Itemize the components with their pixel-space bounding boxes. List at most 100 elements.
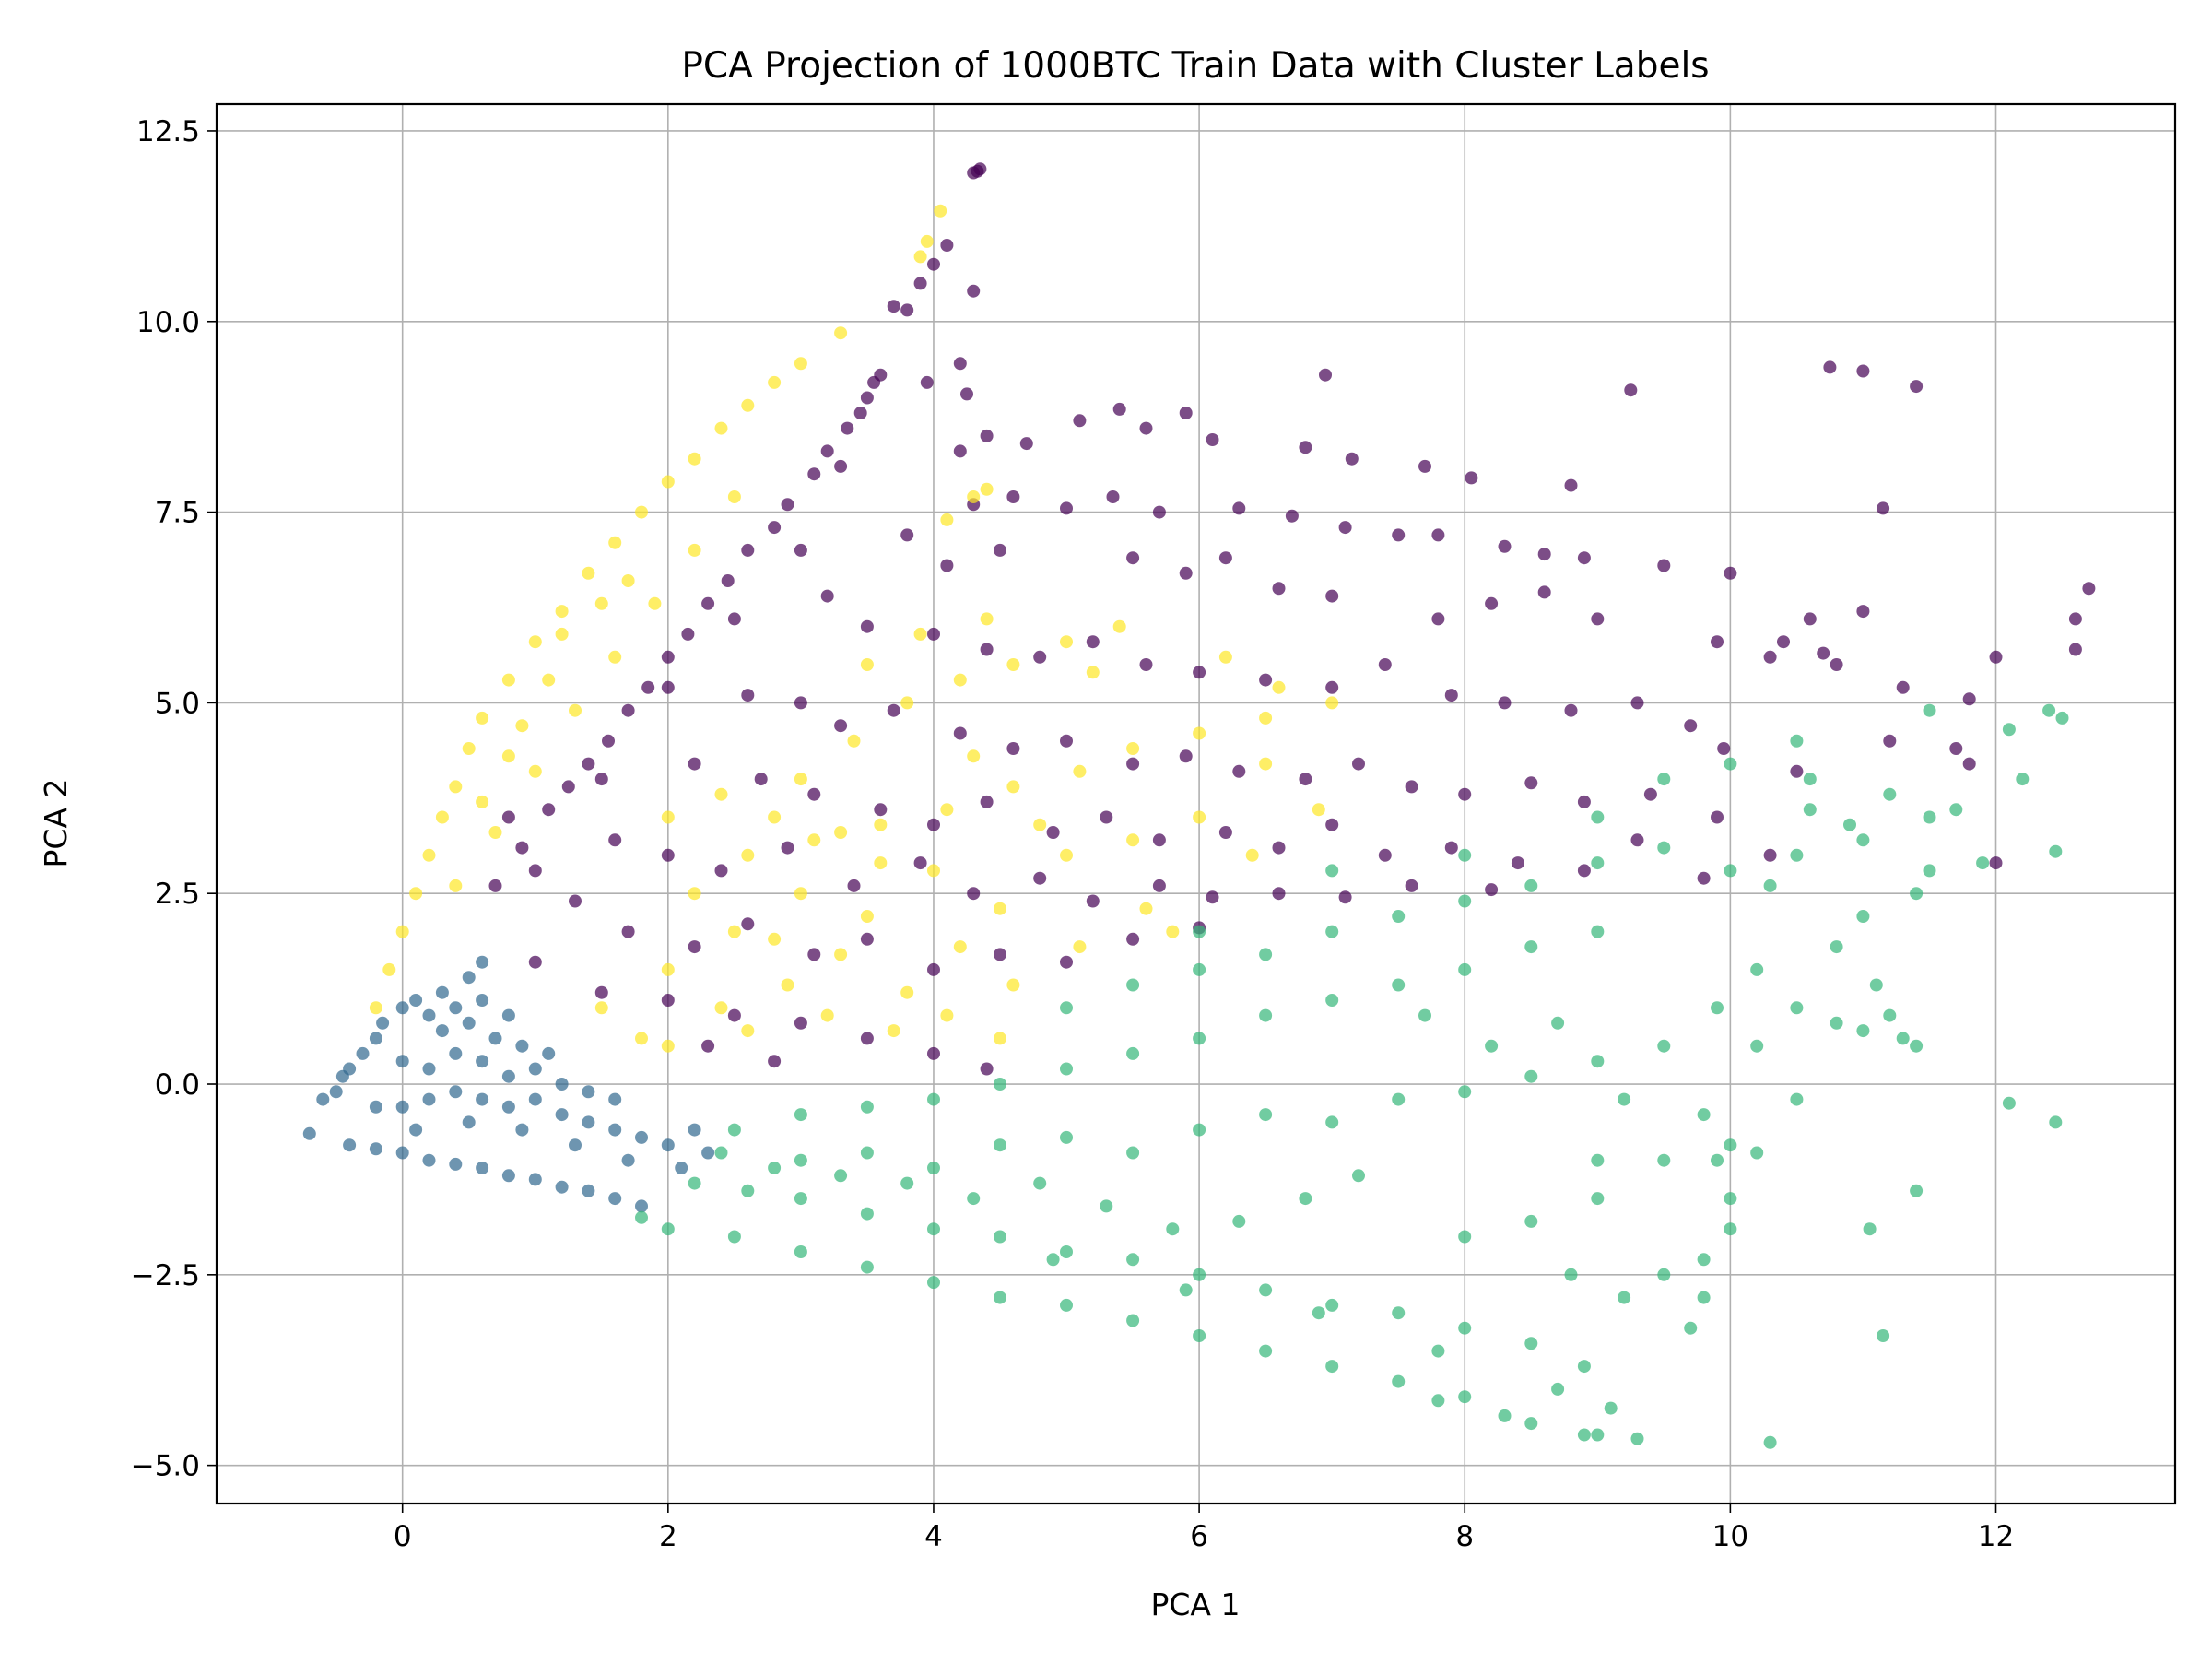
cluster-2-point (1126, 1046, 1140, 1060)
cluster-3-point (927, 864, 940, 878)
cluster-0-point (1106, 490, 1120, 503)
cluster-3-point (688, 887, 701, 901)
cluster-1-point (449, 1157, 463, 1171)
cluster-3-point (768, 810, 782, 824)
cluster-0-point (741, 543, 755, 557)
cluster-2-point (1618, 1092, 1631, 1106)
cluster-0-point (1577, 864, 1591, 878)
cluster-3-point (661, 475, 675, 489)
cluster-3-point (608, 536, 622, 549)
cluster-2-point (1299, 1192, 1312, 1206)
cluster-0-point (2068, 643, 2082, 656)
cluster-2-point (794, 1108, 807, 1122)
cluster-2-point (994, 1230, 1006, 1244)
cluster-3-point (1193, 810, 1206, 824)
cluster-2-point (994, 1078, 1006, 1091)
cluster-0-point (834, 719, 848, 733)
cluster-0-point (1338, 890, 1352, 904)
cluster-2-point (1910, 1184, 1924, 1197)
cluster-0-point (661, 848, 675, 862)
x-tick-label: 8 (1455, 1520, 1474, 1553)
cluster-0-point (900, 303, 914, 317)
cluster-2-point (1232, 1214, 1246, 1228)
cluster-1-point (688, 1123, 701, 1137)
cluster-0-point (768, 521, 782, 535)
cluster-0-point (661, 994, 675, 1007)
cluster-2-point (860, 1207, 874, 1221)
cluster-3-point (449, 780, 463, 794)
cluster-2-point (1883, 787, 1897, 801)
cluster-0-point (834, 459, 848, 473)
cluster-3-point (1006, 658, 1020, 671)
cluster-3-point (476, 795, 489, 808)
cluster-0-point (1405, 879, 1418, 892)
cluster-0-point (927, 1046, 940, 1060)
cluster-0-point (1319, 368, 1332, 382)
cluster-0-point (1711, 810, 1724, 824)
cluster-0-point (582, 757, 595, 771)
cluster-2-point (1591, 1428, 1605, 1442)
cluster-1-point (409, 1123, 423, 1137)
cluster-2-point (1060, 1130, 1073, 1144)
cluster-3-point (768, 932, 782, 946)
cluster-0-point (1352, 757, 1365, 771)
cluster-1-point (501, 1169, 515, 1183)
cluster-0-point (1392, 528, 1406, 542)
cluster-3-point (741, 848, 755, 862)
cluster-3-point (953, 673, 967, 687)
cluster-2-point (1193, 962, 1206, 976)
cluster-0-point (860, 619, 874, 633)
cluster-2-point (1790, 1001, 1804, 1015)
cluster-3-point (1312, 803, 1325, 817)
y-tick-label: 5.0 (155, 687, 200, 720)
cluster-2-point (1591, 1192, 1605, 1206)
cluster-1-point (476, 955, 489, 969)
cluster-0-point (1418, 459, 1431, 473)
cluster-1-point (356, 1046, 370, 1060)
cluster-0-point (1817, 646, 1830, 660)
cluster-2-point (1126, 1253, 1140, 1267)
cluster-3-point (834, 326, 848, 340)
cluster-1-point (409, 994, 423, 1007)
cluster-2-point (1485, 1039, 1499, 1053)
cluster-0-point (1232, 764, 1246, 778)
cluster-0-point (741, 917, 755, 931)
cluster-2-point (688, 1176, 701, 1190)
cluster-2-point (1060, 1245, 1073, 1258)
cluster-2-point (2002, 1096, 2016, 1110)
cluster-3-point (980, 612, 994, 626)
cluster-0-point (1724, 566, 1737, 580)
cluster-2-point (1790, 734, 1804, 748)
cluster-2-point (860, 1146, 874, 1160)
cluster-2-point (900, 1176, 914, 1190)
cluster-3-point (1112, 619, 1126, 633)
cluster-3-point (528, 764, 542, 778)
cluster-1-point (569, 1138, 582, 1152)
cluster-3-point (768, 375, 782, 389)
x-axis-label: PCA 1 (1150, 1586, 1240, 1622)
cluster-3-point (794, 357, 807, 371)
cluster-3-point (874, 856, 888, 870)
cluster-1-point (608, 1092, 622, 1106)
cluster-3-point (900, 985, 914, 999)
cluster-2-point (1392, 910, 1406, 923)
cluster-3-point (1193, 726, 1206, 740)
cluster-3-point (1073, 764, 1087, 778)
cluster-3-point (953, 940, 967, 954)
cluster-0-point (1378, 848, 1392, 862)
cluster-0-point (860, 391, 874, 405)
cluster-2-point (1591, 810, 1605, 824)
cluster-1-point (369, 1142, 382, 1156)
cluster-0-point (1630, 833, 1644, 847)
cluster-1-point (476, 1092, 489, 1106)
y-axis-label: PCA 2 (38, 778, 74, 867)
cluster-3-point (501, 749, 515, 763)
cluster-0-point (1232, 501, 1246, 515)
cluster-2-point (1591, 1055, 1605, 1068)
cluster-1-point (395, 1100, 409, 1114)
cluster-3-point (476, 711, 489, 725)
cluster-2-point (1657, 773, 1671, 786)
cluster-2-point (1259, 1283, 1273, 1297)
x-tick-label: 0 (394, 1520, 412, 1553)
cluster-3-point (794, 773, 807, 786)
